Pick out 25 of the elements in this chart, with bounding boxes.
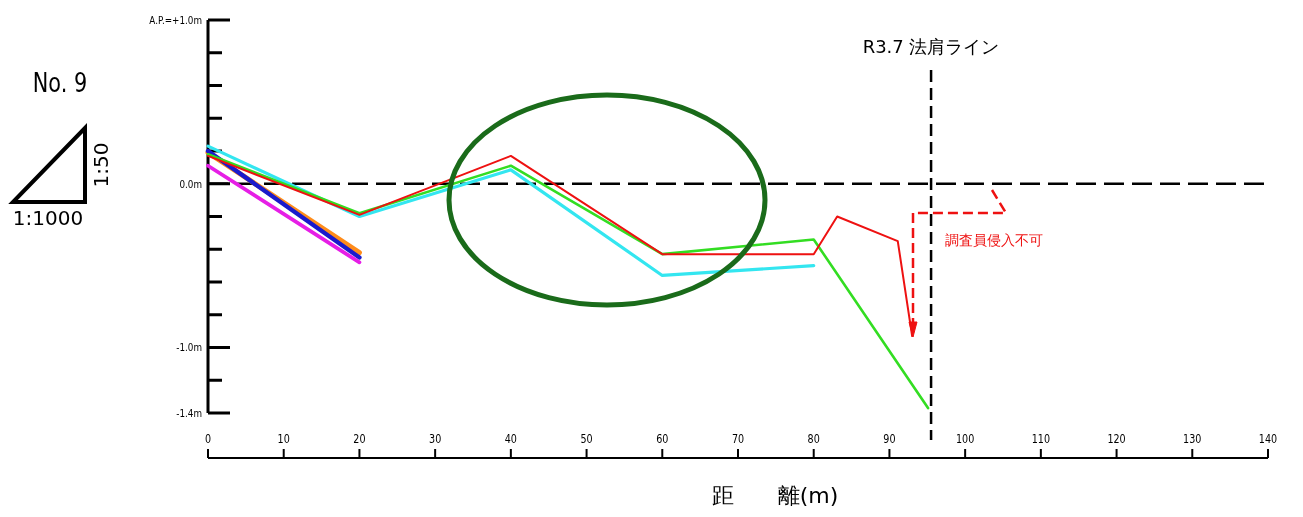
x-axis-title: 距 離(m) [711,483,839,508]
text: No. 9 [32,67,88,99]
text: 1:1000 [12,206,84,230]
x-tick-label: 90 [883,431,896,447]
y-tick-label: -1.0m [176,341,202,354]
x-tick-label: 10 [277,431,290,447]
x-tick-label: 30 [429,431,442,447]
x-tick-label: 50 [580,431,593,447]
x-tick-label: 60 [656,431,669,447]
y-tick-label: 0.0m [179,177,202,190]
text: 1:50 [89,142,113,188]
x-tick-label: 100 [955,431,975,447]
x-tick-label: 70 [731,431,745,447]
x-tick-label: 80 [807,431,820,447]
x-tick-label: 140 [1258,431,1278,447]
annotation: 調査員侵入不可 [945,232,1043,248]
x-tick-label: 0 [204,431,212,447]
x-tick-label: 20 [353,431,366,447]
x-tick-label: 110 [1031,431,1051,447]
y-tick-label: A.P.=+1.0m [149,14,202,27]
x-tick-label: 130 [1183,431,1202,447]
x-tick-label: 120 [1107,431,1126,447]
ref-line-label: R3.7 法肩ライン [862,36,1000,57]
y-tick-label: -1.4m [176,407,202,420]
x-tick-label: 40 [504,431,518,447]
